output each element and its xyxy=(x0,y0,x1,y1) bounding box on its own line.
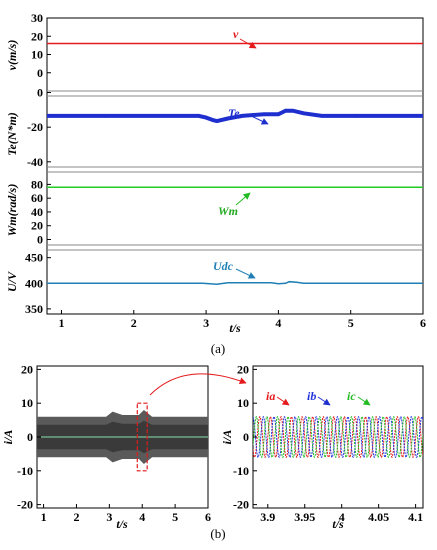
x-tick-label: 2 xyxy=(73,510,79,524)
y-tick-label: 20 xyxy=(237,362,249,376)
panel-a-frame xyxy=(46,17,424,315)
x-tick-label: 4.05 xyxy=(368,510,389,524)
x-ticks-a: 1 2 3 4 5 6 xyxy=(58,310,426,330)
y-tick-label: 40 xyxy=(31,205,43,219)
x-tick-label: 3.95 xyxy=(294,510,315,524)
xlabel-a: t/s xyxy=(229,321,241,335)
x-tick-label: 5 xyxy=(348,316,354,330)
y-ticks-te: 0 -20 -40 xyxy=(27,86,51,169)
y-tick-label: 450 xyxy=(25,251,43,265)
series-line-ib xyxy=(253,415,423,459)
panel-b-left: -20 -10 0 10 20 1 2 3 4 5 6 i/A t/s xyxy=(1,362,211,531)
caption-b: (b) xyxy=(210,526,225,541)
x-tick-label: 4.1 xyxy=(408,510,423,524)
zoom-box xyxy=(136,402,148,472)
annotation-v: v xyxy=(233,27,239,41)
x-tick-label: 3 xyxy=(203,316,209,330)
ylabel-i-full: i/A xyxy=(1,430,15,445)
x-tick-label: 4 xyxy=(339,510,345,524)
annotation-udc: Udc xyxy=(213,259,234,273)
series-ripple-te xyxy=(47,109,423,123)
y-tick-label: 400 xyxy=(25,276,43,290)
x-tick-label: 6 xyxy=(420,316,426,330)
caption-a: (a) xyxy=(211,341,225,356)
y-ticks-udc: 350 400 450 xyxy=(25,251,51,316)
y-tick-label: 0 xyxy=(243,430,249,444)
y-tick-label: 0 xyxy=(27,430,33,444)
annotation-wm-arrow xyxy=(235,192,251,206)
subplot-v: 0 10 20 30 v(m/s) v xyxy=(5,11,423,80)
x-tick-label: 2 xyxy=(131,316,137,330)
subplot-te: 0 -20 -40 Te(N*m) Te xyxy=(5,86,423,169)
zoom-connector-arrow xyxy=(149,373,247,396)
ylabel-v: v(m/s) xyxy=(5,40,19,71)
y-tick-label: 20 xyxy=(31,219,43,233)
y-tick-label: 80 xyxy=(31,177,43,191)
annotation-ib-arrow xyxy=(317,396,331,406)
ylabel-i-zoom: i/A xyxy=(220,430,234,445)
x-tick-label: 3.9 xyxy=(260,510,275,524)
x-ticks-i-full: 1 2 3 4 5 6 xyxy=(41,504,211,524)
xlabel-i-zoom: t/s xyxy=(332,517,344,531)
y-tick-label: 10 xyxy=(21,396,33,410)
x-tick-label: 1 xyxy=(58,316,64,330)
y-tick-label: -10 xyxy=(17,464,33,478)
y-tick-label: 0 xyxy=(37,232,43,246)
y-tick-label: 0 xyxy=(37,86,43,100)
y-tick-label: 0 xyxy=(37,66,43,80)
series-line-ia xyxy=(253,415,423,459)
panel-b-right: -20 -10 0 10 20 3.9 3.95 4 4.05 4.1 i/A t/s ia i… xyxy=(220,362,424,531)
annotation-te: Te xyxy=(228,106,240,120)
y-ticks-i-full: -20 -10 0 10 20 xyxy=(17,362,41,512)
y-ticks-i-zoom: -20 -10 0 10 20 xyxy=(233,362,257,512)
y-tick-label: -20 xyxy=(233,498,249,512)
ylabel-udc: U/V xyxy=(5,271,19,292)
annotation-ia-arrow xyxy=(276,396,290,406)
y-tick-label: 20 xyxy=(21,362,33,376)
x-tick-label: 3 xyxy=(106,510,112,524)
x-tick-label: 4 xyxy=(275,316,281,330)
y-tick-label: 10 xyxy=(31,48,43,62)
y-tick-label: -20 xyxy=(17,498,33,512)
annotation-ic: ic xyxy=(347,389,356,403)
annotation-ib: ib xyxy=(307,389,316,403)
x-tick-label: 4 xyxy=(139,510,145,524)
annotation-ia: ia xyxy=(266,389,275,403)
y-tick-label: 10 xyxy=(237,396,249,410)
y-tick-label: 20 xyxy=(31,29,43,43)
x-tick-label: 6 xyxy=(205,510,211,524)
annotation-wm: Wm xyxy=(218,204,238,218)
y-tick-label: 30 xyxy=(31,11,43,25)
series-line-udc xyxy=(47,280,423,286)
y-ticks-v: 0 10 20 30 xyxy=(31,11,51,80)
series-line-ic xyxy=(253,415,423,459)
y-tick-label: 60 xyxy=(31,191,43,205)
x-ticks-i-zoom: 3.9 3.95 4 4.05 4.1 xyxy=(260,504,423,524)
ylabel-wm: Wm(rad/s) xyxy=(5,184,19,237)
ylabel-te: Te(N*m) xyxy=(5,112,19,156)
subplot-udc: 350 400 450 1 2 3 4 5 6 U/V t/s Udc xyxy=(5,251,426,335)
xlabel-i-full: t/s xyxy=(116,517,128,531)
annotation-udc-arrow xyxy=(235,268,256,279)
y-tick-label: 350 xyxy=(25,302,43,316)
y-tick-label: -10 xyxy=(233,464,249,478)
annotation-ic-arrow xyxy=(357,396,371,406)
annotation-v-arrow xyxy=(239,38,257,49)
x-tick-label: 5 xyxy=(172,510,178,524)
y-tick-label: -20 xyxy=(27,120,43,134)
y-tick-label: -40 xyxy=(27,155,43,169)
x-tick-label: 1 xyxy=(41,510,47,524)
